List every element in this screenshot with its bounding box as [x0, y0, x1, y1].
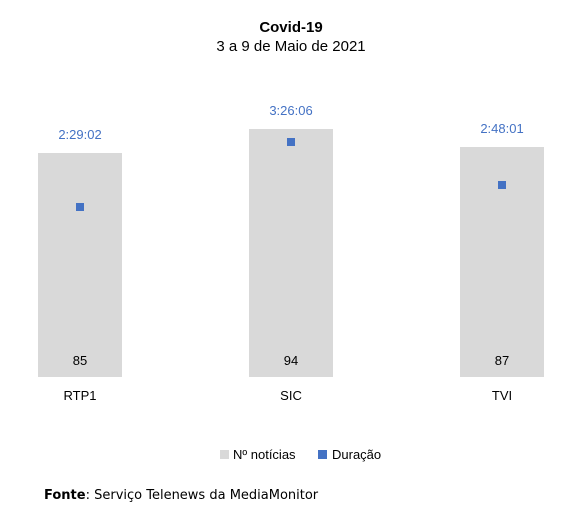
source-label: Fonte [44, 488, 86, 503]
legend-label-duracao: Duração [332, 447, 381, 462]
bar-value-label-tvi: 87 [495, 353, 509, 368]
source-text: Serviço Telenews da MediaMonitor [94, 488, 319, 503]
category-label-rtp1: RTP1 [64, 388, 97, 403]
bar-value-label-sic: 94 [284, 353, 298, 368]
duration-label-tvi: 2:48:01 [480, 121, 523, 136]
bar-value-label-rtp1: 85 [73, 353, 87, 368]
plot-area: 85 2:29:02 RTP1 94 3:26:06 SIC 87 2:48:01 TVI [38, 103, 544, 403]
category-label-sic: SIC [280, 388, 302, 403]
chart-title: Covid-19 [259, 19, 322, 36]
point-duracao-tvi [498, 181, 506, 189]
legend-label-noticias: Nº notícias [233, 447, 296, 462]
point-duracao-sic [287, 138, 295, 146]
bar-noticias-rtp1 [38, 153, 122, 377]
bar-noticias-sic [249, 129, 333, 377]
legend-swatch-noticias [220, 450, 229, 459]
chart-subtitle: 3 a 9 de Maio de 2021 [216, 38, 365, 55]
source-note: Fonte: Serviço Telenews da MediaMonitor [44, 488, 319, 503]
legend: Nº notícias Duração [220, 447, 381, 462]
duration-label-rtp1: 2:29:02 [58, 127, 101, 142]
point-duracao-rtp1 [76, 203, 84, 211]
category-label-tvi: TVI [492, 388, 512, 403]
legend-swatch-duracao [318, 450, 327, 459]
duration-label-sic: 3:26:06 [269, 103, 312, 118]
